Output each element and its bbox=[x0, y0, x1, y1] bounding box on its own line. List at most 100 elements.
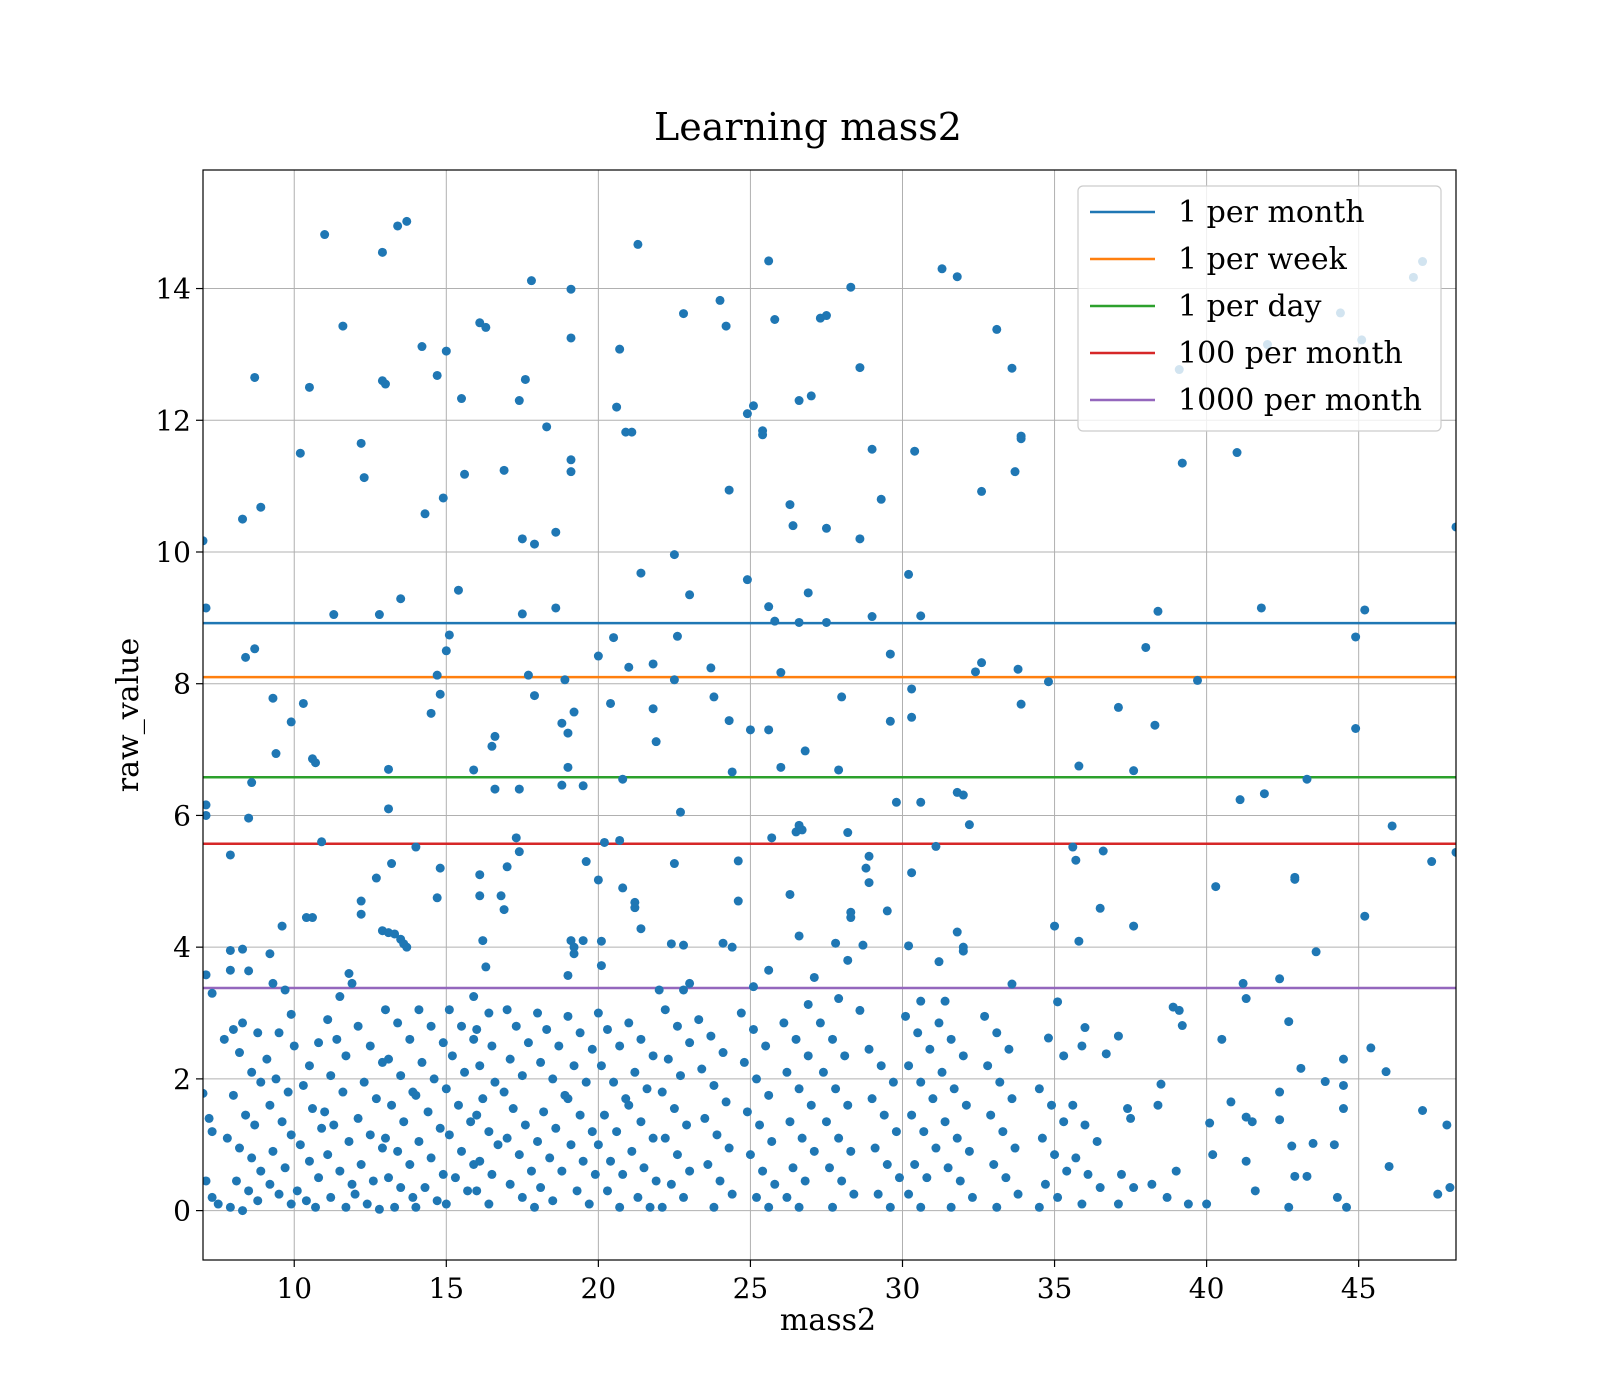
data-point bbox=[986, 1110, 996, 1120]
data-point bbox=[803, 588, 813, 598]
data-point bbox=[1129, 766, 1139, 776]
data-point bbox=[529, 691, 539, 701]
data-point bbox=[238, 944, 248, 954]
data-point bbox=[514, 847, 524, 857]
data-point bbox=[399, 1117, 409, 1127]
data-point bbox=[286, 1009, 296, 1019]
data-point bbox=[825, 1163, 834, 1173]
data-point bbox=[1040, 1179, 1050, 1189]
data-point bbox=[241, 652, 251, 662]
data-point bbox=[1183, 1199, 1193, 1209]
data-point bbox=[794, 931, 804, 941]
data-point bbox=[964, 1146, 974, 1156]
data-point bbox=[286, 1130, 296, 1140]
data-point bbox=[675, 807, 685, 817]
data-point bbox=[1062, 1166, 1072, 1176]
data-point bbox=[441, 646, 451, 656]
plot-frame bbox=[202, 169, 1457, 1261]
data-point bbox=[414, 1005, 424, 1015]
data-point bbox=[1071, 855, 1081, 865]
data-point bbox=[602, 1186, 612, 1196]
data-point bbox=[648, 704, 658, 714]
data-point bbox=[420, 1183, 430, 1193]
data-point bbox=[566, 455, 576, 465]
data-point bbox=[1232, 448, 1242, 458]
data-point bbox=[1320, 1077, 1330, 1087]
data-point bbox=[548, 1196, 558, 1206]
data-point bbox=[946, 1034, 956, 1044]
data-point bbox=[219, 1034, 229, 1044]
data-point bbox=[931, 1143, 941, 1153]
data-point bbox=[1034, 1084, 1044, 1094]
data-point bbox=[368, 1176, 378, 1186]
data-point bbox=[289, 1041, 299, 1051]
data-point bbox=[1095, 1183, 1105, 1193]
data-point bbox=[380, 1133, 390, 1143]
data-point bbox=[776, 668, 786, 678]
data-point bbox=[1241, 1156, 1251, 1166]
data-point bbox=[916, 1202, 926, 1212]
data-point bbox=[526, 276, 536, 286]
data-point bbox=[764, 725, 774, 735]
data-point bbox=[648, 659, 658, 669]
data-point bbox=[241, 1110, 251, 1120]
data-point bbox=[916, 797, 926, 807]
data-point bbox=[1338, 1104, 1348, 1114]
data-point bbox=[590, 1169, 600, 1179]
data-point bbox=[627, 427, 637, 437]
data-point bbox=[1074, 936, 1084, 946]
data-point bbox=[314, 1038, 324, 1048]
data-point bbox=[453, 1100, 463, 1110]
data-point bbox=[1332, 1192, 1342, 1202]
data-point bbox=[1259, 789, 1269, 799]
data-point bbox=[764, 602, 774, 612]
data-point bbox=[910, 446, 920, 456]
data-point bbox=[925, 1044, 935, 1054]
data-point bbox=[307, 1104, 317, 1114]
data-point bbox=[371, 873, 381, 883]
data-point bbox=[755, 1120, 765, 1130]
data-point bbox=[533, 1008, 543, 1018]
data-point bbox=[904, 941, 914, 951]
data-point bbox=[657, 1202, 667, 1212]
data-point bbox=[520, 1120, 530, 1130]
data-point bbox=[587, 1127, 597, 1137]
data-point bbox=[955, 1176, 965, 1186]
data-point bbox=[1192, 675, 1202, 685]
data-point bbox=[1238, 978, 1248, 988]
data-point bbox=[268, 693, 278, 703]
data-point bbox=[280, 1163, 290, 1173]
data-point bbox=[234, 1048, 244, 1058]
data-point bbox=[928, 1094, 938, 1104]
data-point bbox=[846, 282, 856, 292]
data-point bbox=[517, 534, 527, 544]
data-point bbox=[679, 985, 689, 995]
data-point bbox=[989, 1160, 999, 1170]
data-point bbox=[1290, 874, 1300, 884]
data-point bbox=[1113, 1199, 1123, 1209]
data-point bbox=[432, 370, 442, 380]
data-point bbox=[234, 1143, 244, 1153]
data-point bbox=[1080, 1023, 1090, 1033]
data-point bbox=[569, 1061, 579, 1071]
data-point bbox=[1013, 664, 1023, 674]
data-point bbox=[624, 1100, 634, 1110]
data-point bbox=[353, 1113, 363, 1123]
data-point bbox=[441, 346, 451, 356]
data-point bbox=[356, 1160, 366, 1170]
data-point bbox=[387, 1100, 397, 1110]
data-point bbox=[709, 692, 719, 702]
data-point bbox=[204, 1113, 214, 1123]
data-point bbox=[1226, 1097, 1236, 1107]
data-point bbox=[490, 1077, 500, 1087]
data-point bbox=[718, 938, 728, 948]
data-point bbox=[203, 810, 211, 820]
data-point bbox=[1205, 1118, 1215, 1128]
data-point bbox=[323, 1015, 333, 1025]
data-point bbox=[432, 893, 442, 903]
data-point bbox=[958, 946, 968, 956]
data-point bbox=[1177, 1021, 1187, 1031]
data-point bbox=[636, 924, 646, 934]
data-point bbox=[475, 318, 485, 328]
